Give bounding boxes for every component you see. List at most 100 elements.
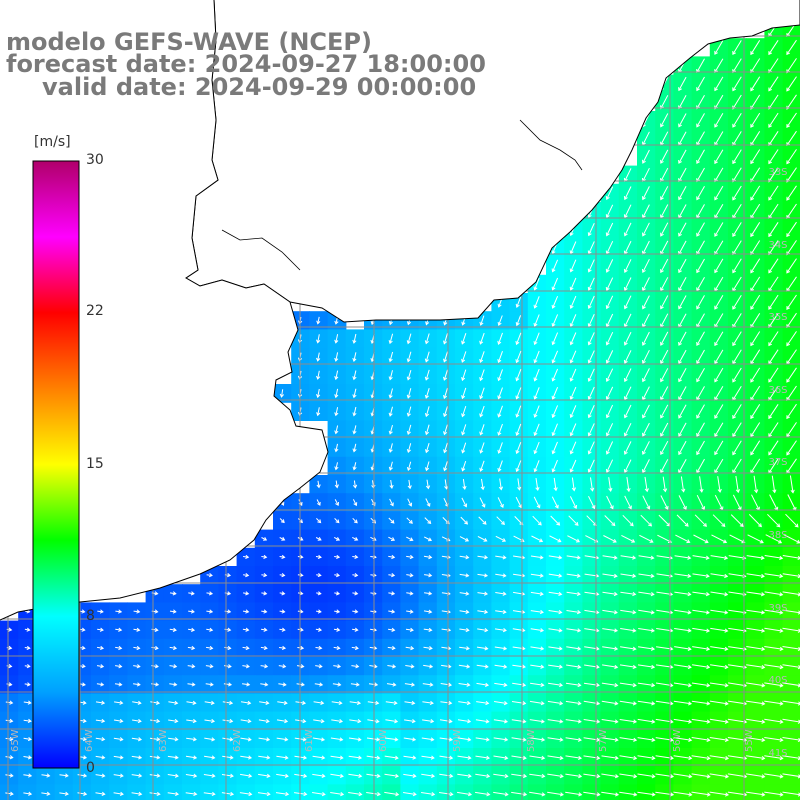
wind-arrow xyxy=(168,718,179,724)
wind-arrow xyxy=(623,222,632,237)
wind-arrow xyxy=(352,425,357,435)
wind-arrow xyxy=(352,536,359,541)
wind-arrow xyxy=(732,258,742,274)
wind-arrow xyxy=(693,534,709,544)
wind-arrow xyxy=(674,573,692,579)
wind-arrow xyxy=(678,295,687,310)
wind-arrow xyxy=(782,591,800,597)
wind-arrow xyxy=(764,682,784,688)
wind-arrow xyxy=(23,791,33,796)
wind-arrow xyxy=(750,294,761,310)
wind-arrow xyxy=(206,645,214,651)
wind-arrow xyxy=(619,700,637,706)
grid-labels: 33S 34S 35S 36S 37S 38S 39S 40S 41S 65W 64W 63W 62W 6… xyxy=(10,167,788,759)
wind-arrow xyxy=(619,737,638,742)
wind-arrow xyxy=(660,495,669,510)
wind-arrow xyxy=(644,476,649,493)
wind-arrow xyxy=(6,682,13,687)
wind-arrow xyxy=(551,350,559,364)
wind-arrow xyxy=(569,459,577,473)
wind-arrow xyxy=(149,737,161,742)
wind-arrow xyxy=(424,388,430,399)
wind-arrow xyxy=(493,719,509,724)
wind-arrow xyxy=(257,791,271,797)
wind-arrow xyxy=(261,591,268,596)
wind-arrow xyxy=(605,186,614,201)
wind-arrow xyxy=(732,185,742,201)
wind-arrow xyxy=(205,664,214,669)
wind-arrow xyxy=(696,349,705,365)
wind-arrow xyxy=(587,441,595,455)
wind-arrow xyxy=(203,773,216,778)
wind-arrow xyxy=(279,627,286,632)
wind-arrow xyxy=(605,331,614,346)
wind-arrow xyxy=(692,555,710,560)
wind-arrow xyxy=(185,773,198,778)
wind-arrow xyxy=(242,664,250,669)
wind-arrow xyxy=(443,461,448,472)
wind-arrow xyxy=(389,480,394,490)
wind-arrow xyxy=(330,737,344,742)
wind-arrow xyxy=(132,718,142,724)
wind-arrow xyxy=(424,333,430,345)
wind-arrow xyxy=(316,316,321,325)
wind-arrow xyxy=(404,700,416,705)
wind-arrow xyxy=(601,719,619,724)
wind-arrow xyxy=(764,755,784,761)
wind-arrow xyxy=(186,700,197,705)
wind-arrow xyxy=(746,555,765,560)
wind-arrow xyxy=(515,460,522,473)
wind-arrow xyxy=(205,682,214,687)
wind-arrow xyxy=(660,186,669,201)
lat-label: 41S xyxy=(768,748,787,759)
wind-arrow xyxy=(168,737,179,742)
wind-arrow xyxy=(479,315,485,326)
wind-arrow xyxy=(620,628,637,633)
wind-arrow xyxy=(746,573,765,579)
wind-arrow xyxy=(732,422,742,438)
wind-arrow xyxy=(750,258,761,274)
wind-arrow xyxy=(96,682,105,687)
wind-arrow xyxy=(497,497,504,509)
wind-arrow xyxy=(709,791,730,797)
wind-arrow xyxy=(714,422,724,438)
wind-arrow xyxy=(678,422,687,437)
wind-arrow xyxy=(370,517,377,524)
wind-arrow xyxy=(786,367,797,383)
wind-arrow xyxy=(604,515,616,527)
wind-arrow xyxy=(696,113,705,128)
wind-arrow xyxy=(221,773,234,778)
wind-arrow xyxy=(678,368,687,383)
wind-arrow xyxy=(680,476,686,493)
wind-arrow xyxy=(565,773,583,779)
wind-arrow xyxy=(351,664,360,669)
wind-arrow xyxy=(529,700,545,706)
wind-arrow xyxy=(406,351,412,363)
wind-arrow xyxy=(768,222,779,238)
wind-arrow xyxy=(660,440,669,456)
wind-arrow xyxy=(566,555,581,560)
wind-arrow xyxy=(479,442,485,454)
wind-arrow xyxy=(422,700,434,706)
wind-arrow xyxy=(497,405,503,418)
wind-arrow xyxy=(678,495,687,511)
wind-arrow xyxy=(764,555,784,560)
wind-arrow xyxy=(512,664,526,669)
wind-arrow xyxy=(386,682,397,687)
wind-arrow xyxy=(258,719,270,724)
wind-arrow xyxy=(352,480,358,489)
wind-arrow xyxy=(133,664,141,669)
wind-arrow xyxy=(583,719,601,724)
wind-arrow xyxy=(583,773,601,779)
wind-arrow xyxy=(565,719,582,724)
wind-arrow xyxy=(115,664,123,669)
wind-arrow xyxy=(366,773,381,779)
wind-arrow xyxy=(169,645,178,651)
wind-arrow xyxy=(638,646,656,651)
wind-arrow xyxy=(167,791,180,797)
wind-arrow xyxy=(23,737,32,742)
wind-arrow xyxy=(497,442,503,454)
wind-arrow xyxy=(77,773,88,778)
wind-arrow xyxy=(493,773,509,779)
